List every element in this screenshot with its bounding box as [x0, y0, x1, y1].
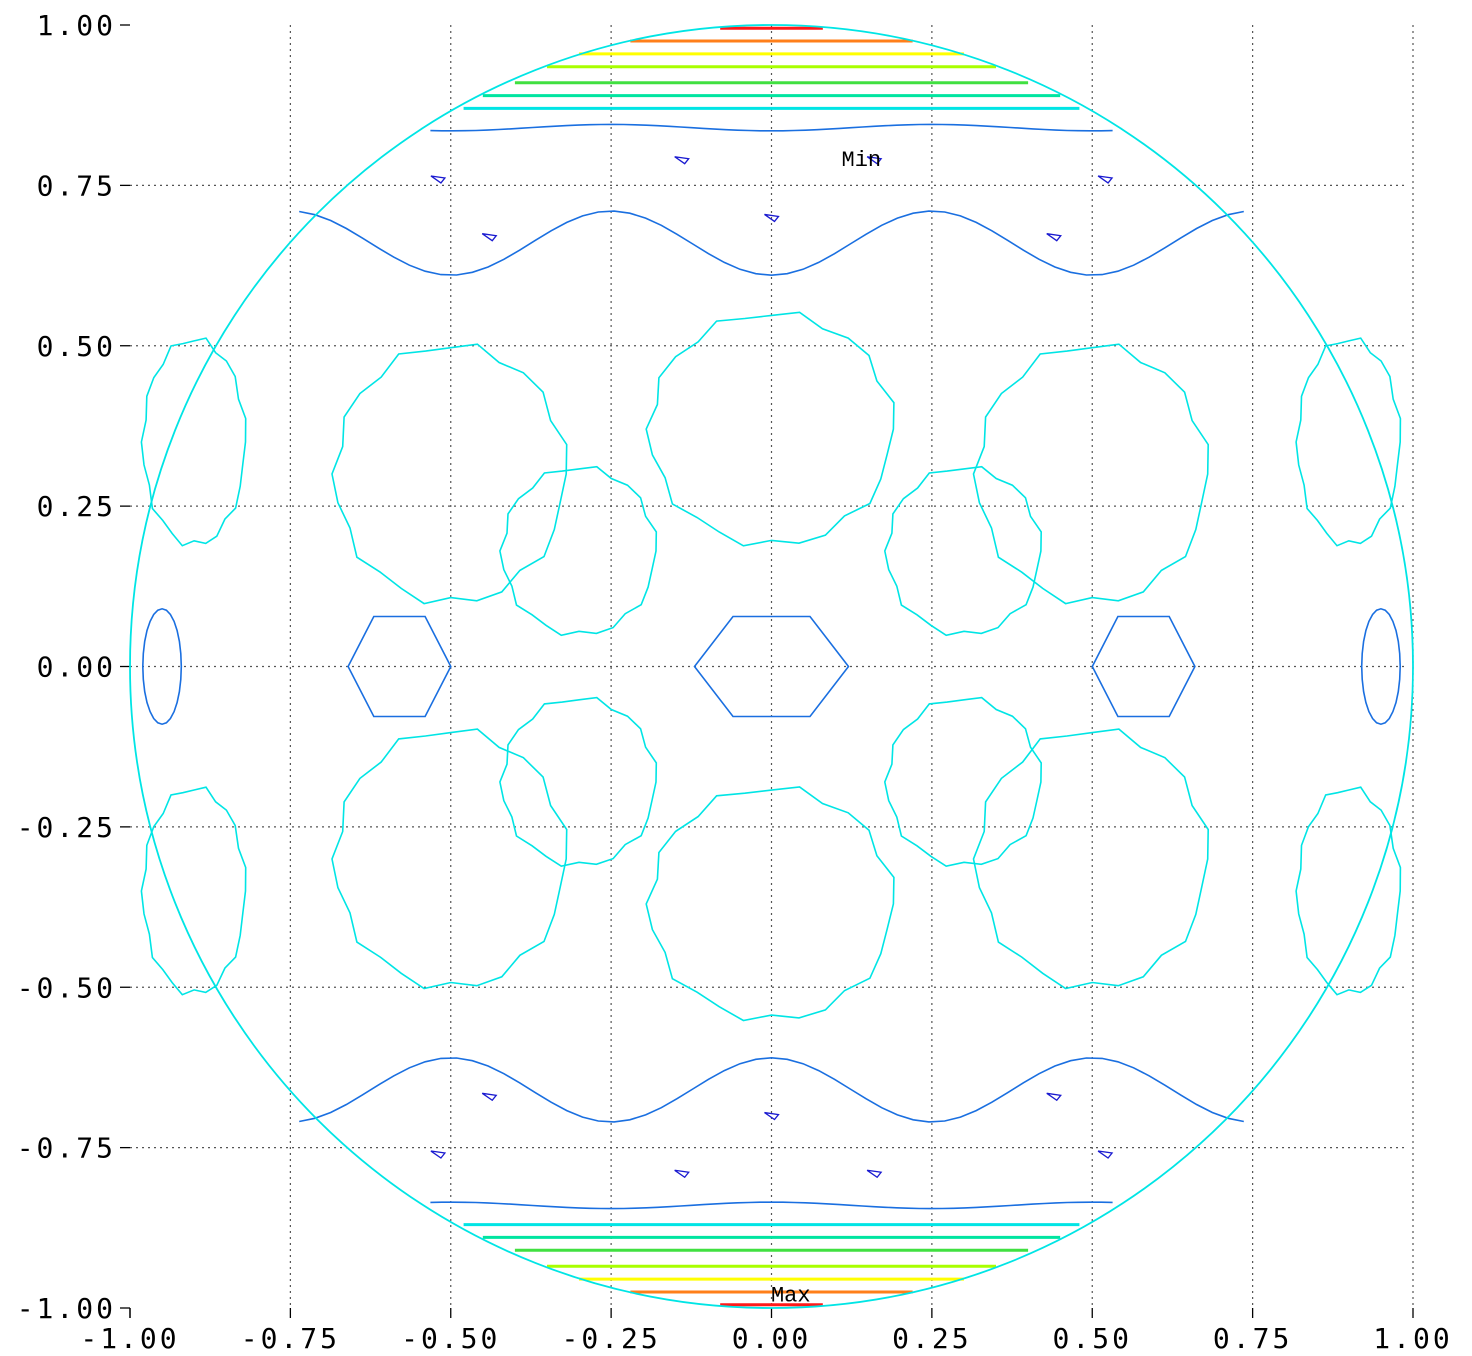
y-tick-label: 0.50 [37, 330, 116, 363]
y-tick-label: -0.50 [17, 971, 116, 1004]
contour-lines [140, 123, 1402, 1210]
small-contour [764, 213, 780, 223]
ring-upper-left [499, 465, 658, 637]
x-tick-label: -0.50 [401, 1322, 500, 1355]
y-tick-label: -0.25 [17, 811, 116, 844]
oval-far-right [1360, 607, 1402, 726]
y-tick-label: -1.00 [17, 1292, 116, 1325]
boundary-circle [129, 24, 1414, 1309]
x-tick-label: 0.25 [892, 1322, 971, 1355]
tick-labels: 1.00 0.75 0.50 0.25 0.00 -0.25 -0.50 -0.75 -1.00… [17, 9, 1452, 1355]
small-contour [481, 1092, 498, 1102]
small-contour [430, 175, 447, 184]
small-contour [481, 233, 498, 242]
y-tick-label: 0.25 [37, 490, 116, 523]
y-tick-label: -0.75 [17, 1132, 116, 1165]
small-contour [1097, 175, 1114, 184]
x-tick-label: -0.25 [561, 1322, 660, 1355]
ring-far-left-lower [140, 786, 247, 996]
ring-left-upper-lobe [331, 343, 568, 605]
annotation-max: Max [771, 1284, 811, 1309]
ring-bottom-center [645, 786, 895, 1022]
x-tick-label: -1.00 [80, 1322, 179, 1355]
small-contour [1046, 233, 1062, 242]
ring-lower-right [883, 696, 1043, 868]
x-tick-label: 1.00 [1373, 1322, 1452, 1355]
small-contour [1046, 1092, 1062, 1102]
y-tick-label: 0.00 [37, 651, 116, 684]
blue-upper-cap [430, 123, 1113, 132]
ring-far-right-upper [1295, 337, 1402, 547]
blue-lower-wave [299, 1056, 1244, 1123]
small-contour [674, 1169, 690, 1179]
ring-top-center [645, 311, 895, 547]
hex-center [693, 615, 850, 718]
y-tick-label: 0.75 [37, 169, 116, 202]
contour-bands [463, 26, 1080, 1307]
ring-left-lower-lobe [331, 728, 568, 990]
hex-right [1091, 615, 1196, 718]
ring-upper-right [883, 465, 1043, 637]
x-tick-label: 0.00 [732, 1322, 811, 1355]
grid-lines [130, 25, 1414, 1308]
ring-right-upper-lobe [972, 343, 1210, 605]
x-tick-label: 0.75 [1213, 1322, 1292, 1355]
blue-upper-wave [299, 210, 1244, 277]
small-contour [866, 1169, 883, 1179]
x-tick-label: 0.50 [1053, 1322, 1132, 1355]
annotation-min: Min [842, 148, 882, 173]
small-contour [866, 156, 883, 165]
ring-lower-left [499, 696, 658, 868]
small-contour [764, 1111, 780, 1121]
circle-boundary [129, 24, 1414, 1309]
blue-lower-cap [430, 1201, 1113, 1210]
oval-far-left [141, 607, 183, 726]
ring-far-left-upper [140, 337, 247, 547]
y-tick-label: 1.00 [37, 9, 116, 42]
ring-right-lower-lobe [972, 728, 1210, 990]
ring-far-right-lower [1295, 786, 1402, 996]
hex-left [347, 615, 452, 718]
axes [120, 24, 1414, 1318]
x-tick-label: -0.75 [241, 1322, 340, 1355]
small-contour [674, 156, 690, 165]
annotations: Min Max [771, 148, 881, 1308]
small-contour [1097, 1150, 1114, 1159]
small-contour [430, 1150, 447, 1159]
